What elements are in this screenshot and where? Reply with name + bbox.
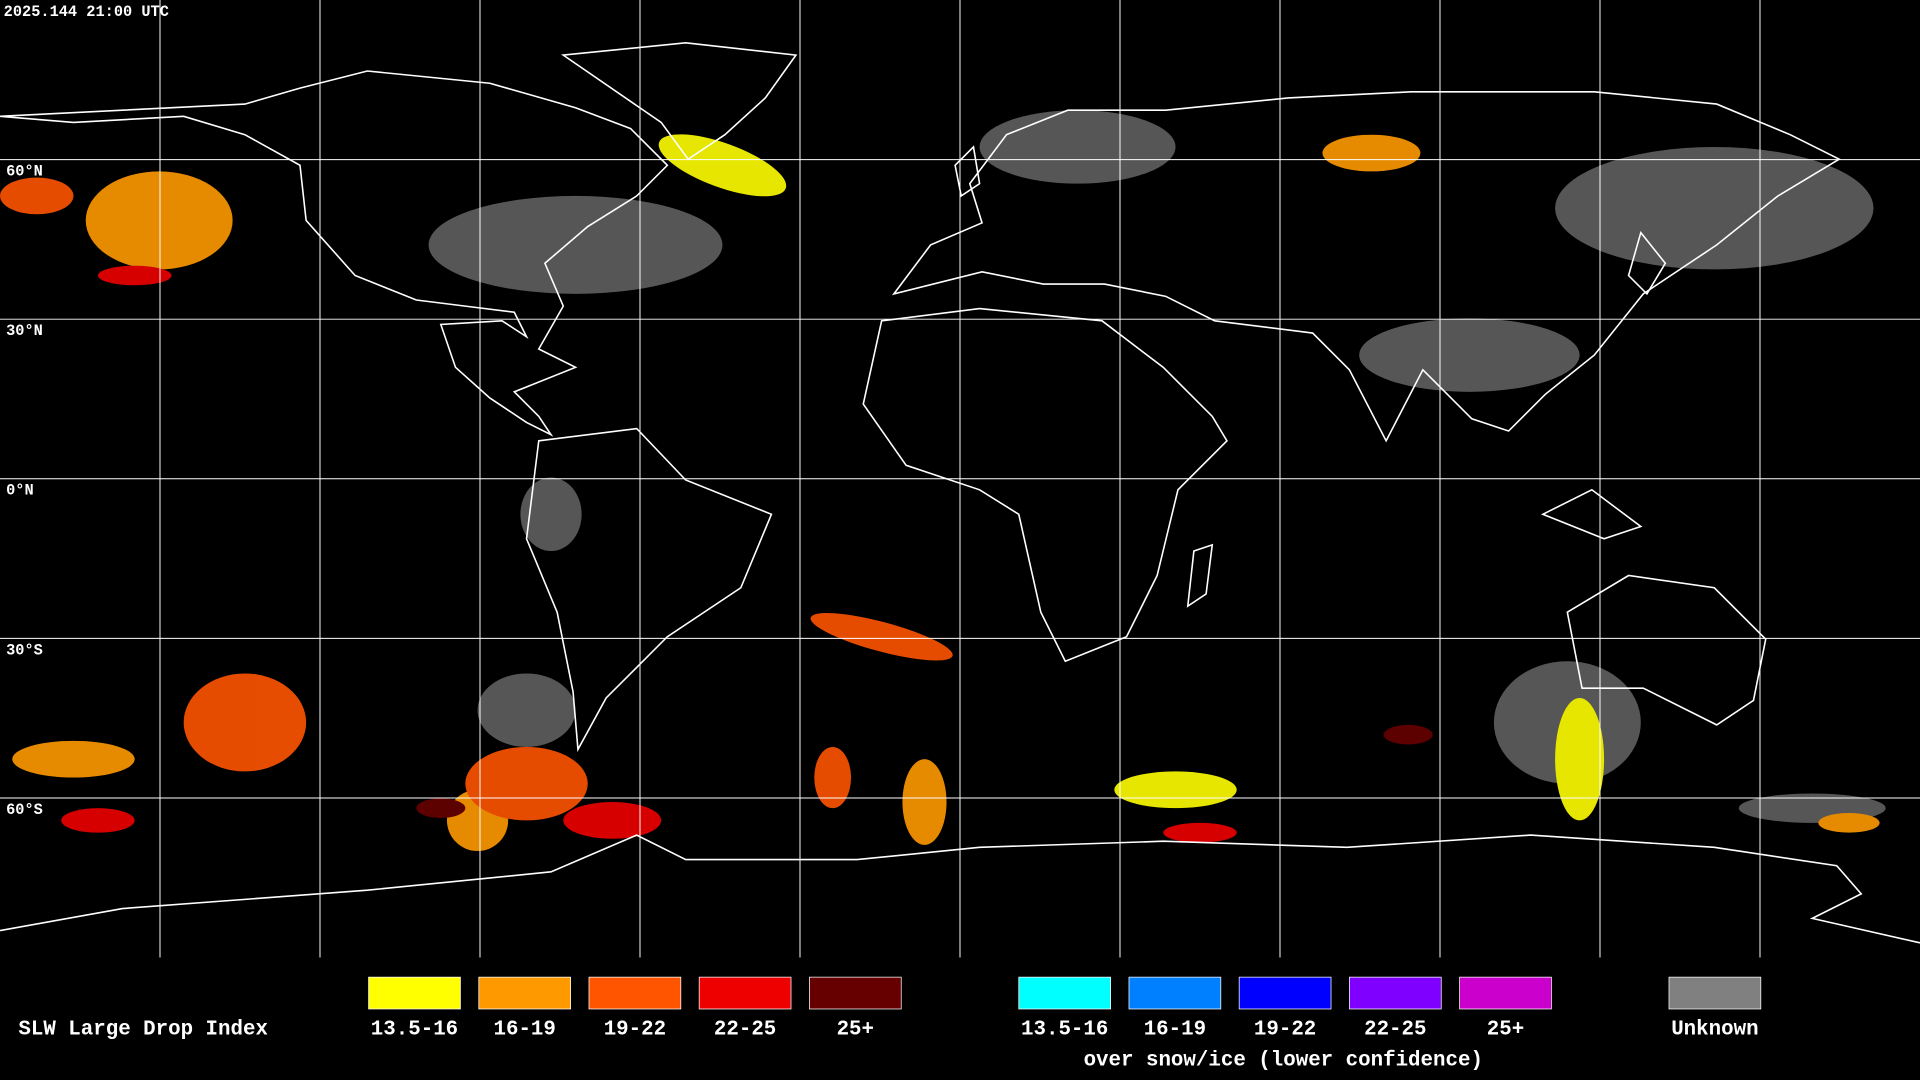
legend-swatch	[1349, 976, 1442, 1010]
legend-swatch	[478, 976, 571, 1010]
latitude-label: 60°N	[6, 163, 43, 181]
latitude-label: 60°S	[6, 801, 43, 819]
legend-swatch	[809, 976, 902, 1010]
legend-swatch	[1018, 976, 1111, 1010]
latitude-labels: 60°N 30°N 0°N 30°S 60°S	[6, 163, 43, 819]
legend-label: 25+	[1487, 1019, 1524, 1042]
legend-swatch	[698, 976, 792, 1010]
legend-label: 13.5-16	[371, 1019, 458, 1042]
latitude-label: 0°N	[6, 482, 34, 500]
legend-label: 13.5-16	[1021, 1019, 1108, 1042]
legend-swatch	[1668, 976, 1762, 1010]
timestamp: 2025.144 21:00 UTC	[4, 3, 169, 21]
legend-label: 19-22	[1254, 1019, 1316, 1042]
latitude-label: 30°S	[6, 641, 43, 659]
legend-swatch	[368, 976, 461, 1010]
legend-label: 16-19	[493, 1019, 555, 1042]
legend-swatch	[1238, 976, 1332, 1010]
latitude-label: 30°N	[6, 322, 43, 340]
legend-label: Unknown	[1671, 1019, 1758, 1042]
legend-label: 25+	[837, 1019, 874, 1042]
legend-title: SLW Large Drop Index	[18, 1019, 268, 1042]
legend-label: 19-22	[604, 1019, 666, 1042]
legend-swatch	[588, 976, 682, 1010]
cloud-field	[0, 110, 1886, 852]
legend-label: 22-25	[714, 1019, 776, 1042]
legend-label: 22-25	[1364, 1019, 1426, 1042]
graticule	[0, 0, 1920, 958]
coastlines	[0, 42, 1920, 944]
legend: SLW Large Drop Index over snow/ice (lowe…	[18, 976, 1762, 1072]
legend-swatch	[1459, 976, 1552, 1010]
legend-label: 16-19	[1144, 1019, 1206, 1042]
legend-caption: over snow/ice (lower confidence)	[1084, 1049, 1483, 1072]
legend-swatch	[1128, 976, 1222, 1010]
